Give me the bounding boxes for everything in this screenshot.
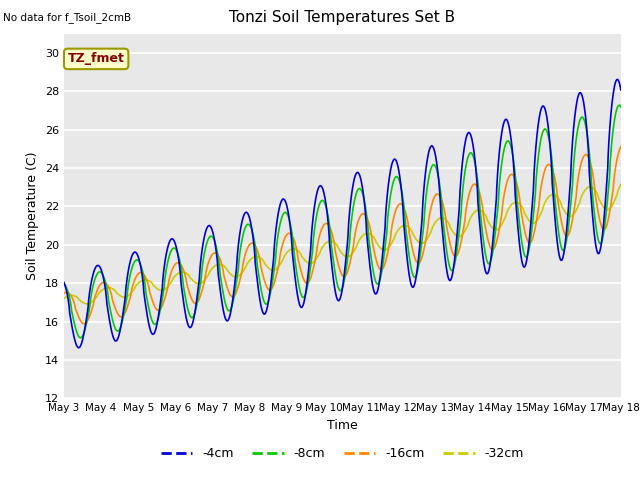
- Title: Tonzi Soil Temperatures Set B: Tonzi Soil Temperatures Set B: [229, 11, 456, 25]
- Text: TZ_fmet: TZ_fmet: [68, 52, 125, 65]
- Y-axis label: Soil Temperature (C): Soil Temperature (C): [26, 152, 39, 280]
- Legend: -4cm, -8cm, -16cm, -32cm: -4cm, -8cm, -16cm, -32cm: [156, 442, 529, 465]
- Text: No data for f_Tsoil_2cmB: No data for f_Tsoil_2cmB: [3, 12, 131, 23]
- X-axis label: Time: Time: [327, 419, 358, 432]
